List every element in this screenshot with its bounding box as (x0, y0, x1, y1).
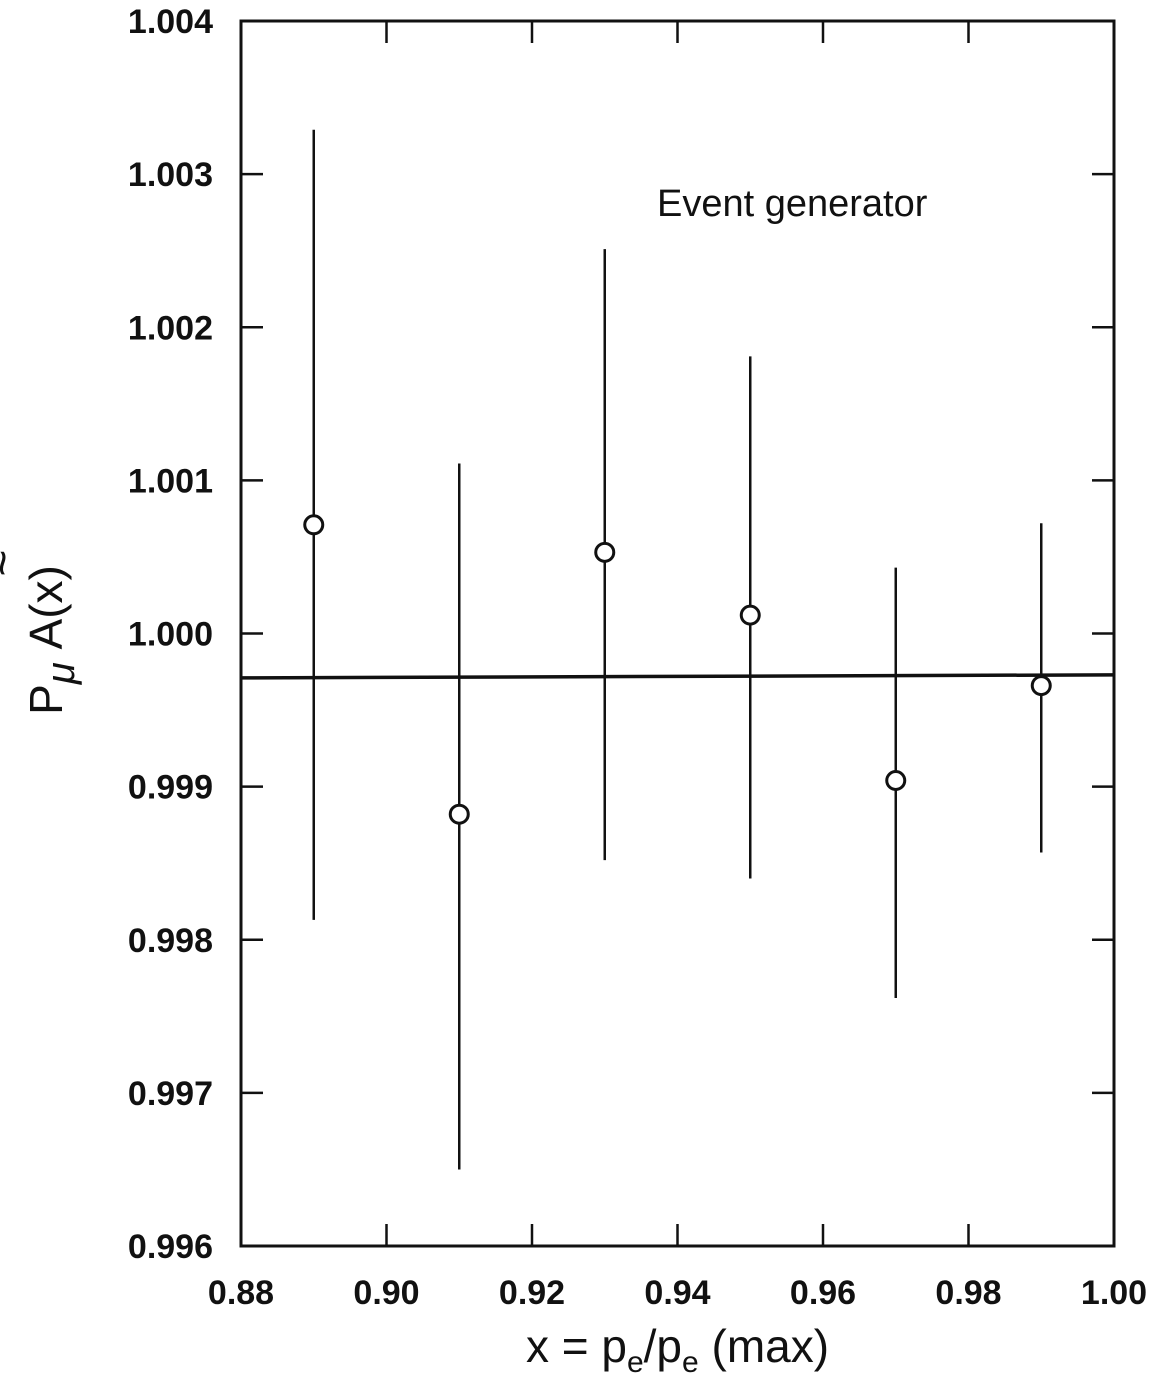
x-tick-label: 0.92 (499, 1274, 565, 1312)
x-label-sub1: e (627, 1346, 644, 1378)
y-label-tilde: ~ (0, 550, 28, 577)
x-label-mid: /p (644, 1320, 682, 1372)
data-point (594, 541, 616, 563)
data-point (303, 514, 325, 536)
y-tick-label: 0.998 (128, 922, 213, 960)
data-point (448, 803, 470, 825)
data-point (739, 604, 761, 626)
y-label-rest: A( (20, 603, 72, 662)
x-tick-label: 0.90 (353, 1274, 419, 1312)
y-label-sub: μ (39, 662, 83, 685)
y-tick-label: 1.003 (128, 156, 213, 194)
y-label-main: P (20, 684, 72, 715)
x-tick-label: 0.88 (208, 1274, 274, 1312)
x-tick-labels: 0.88 0.90 0.92 0.94 0.96 0.98 1.00 (208, 1274, 1147, 1312)
y-tick-label: 1.001 (128, 462, 213, 500)
x-label-prefix: x = p (526, 1320, 627, 1372)
y-label-var: x (20, 580, 72, 603)
fit-line (240, 673, 1115, 680)
y-tick-label: 1.004 (128, 3, 213, 41)
x-label-sub2: e (682, 1346, 699, 1378)
annotation-label: Event generator (657, 183, 928, 225)
x-tick-label: 0.94 (644, 1274, 710, 1312)
x-axis-label: x = pe/pe (max) (526, 1320, 829, 1378)
data-points (303, 514, 1052, 825)
x-tick-label: 0.98 (935, 1274, 1001, 1312)
data-point (885, 770, 907, 791)
y-tick-label: 0.999 (128, 769, 213, 807)
data-point (1030, 675, 1052, 697)
x-tick-label: 1.00 (1081, 1274, 1147, 1312)
y-label-close: ) (20, 565, 72, 580)
y-tick-label: 0.997 (128, 1075, 213, 1113)
y-label-text: Pμ A(x) (20, 565, 83, 715)
y-axis-label: Pμ A(x) ~ (0, 550, 83, 715)
x-tick-label: 0.96 (790, 1274, 856, 1312)
y-tick-label: 0.996 (128, 1228, 213, 1266)
tick-marks (239, 19, 1116, 1248)
error-bars (312, 129, 1043, 1170)
y-tick-label: 1.000 (128, 616, 213, 654)
x-label-suffix: (max) (699, 1320, 829, 1372)
y-tick-label: 1.002 (128, 309, 213, 347)
y-tick-labels: 0.996 0.997 0.998 0.999 1.000 1.001 1.002 1.003… (128, 3, 213, 1266)
